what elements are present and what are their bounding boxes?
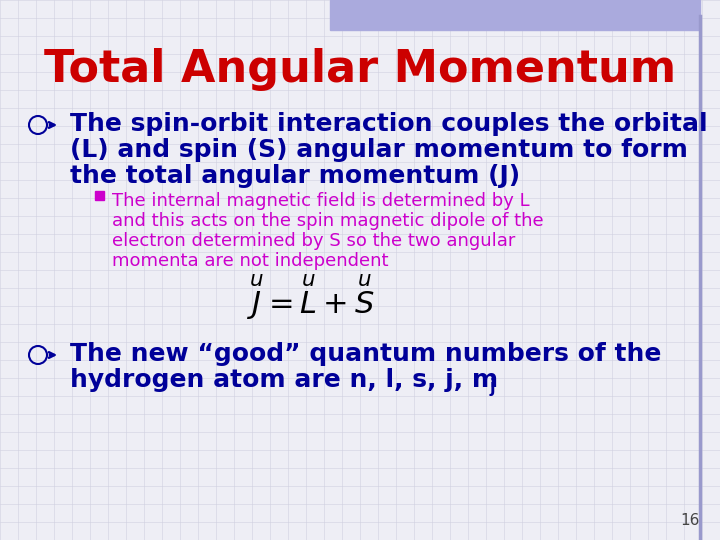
Text: $\overset{u}{J} = \overset{u}{L} + \overset{u}{S}$: $\overset{u}{J} = \overset{u}{L} + \over… [246, 272, 374, 322]
Text: hydrogen atom are n, l, s, j, m: hydrogen atom are n, l, s, j, m [70, 368, 498, 392]
Text: (L) and spin (S) angular momentum to form: (L) and spin (S) angular momentum to for… [70, 138, 688, 162]
Text: The spin-orbit interaction couples the orbital: The spin-orbit interaction couples the o… [70, 112, 708, 136]
Text: j: j [490, 378, 495, 396]
Text: 16: 16 [680, 513, 700, 528]
Text: The new “good” quantum numbers of the: The new “good” quantum numbers of the [70, 342, 662, 366]
Text: Total Angular Momentum: Total Angular Momentum [44, 48, 676, 91]
Text: The internal magnetic field is determined by L: The internal magnetic field is determine… [112, 192, 530, 210]
Text: and this acts on the spin magnetic dipole of the: and this acts on the spin magnetic dipol… [112, 212, 544, 230]
Text: momenta are not independent: momenta are not independent [112, 252, 389, 270]
Text: electron determined by S so the two angular: electron determined by S so the two angu… [112, 232, 516, 250]
Text: the total angular momentum (J): the total angular momentum (J) [70, 164, 520, 188]
Bar [330, 0, 700, 30]
Bar [95, 191, 104, 199]
